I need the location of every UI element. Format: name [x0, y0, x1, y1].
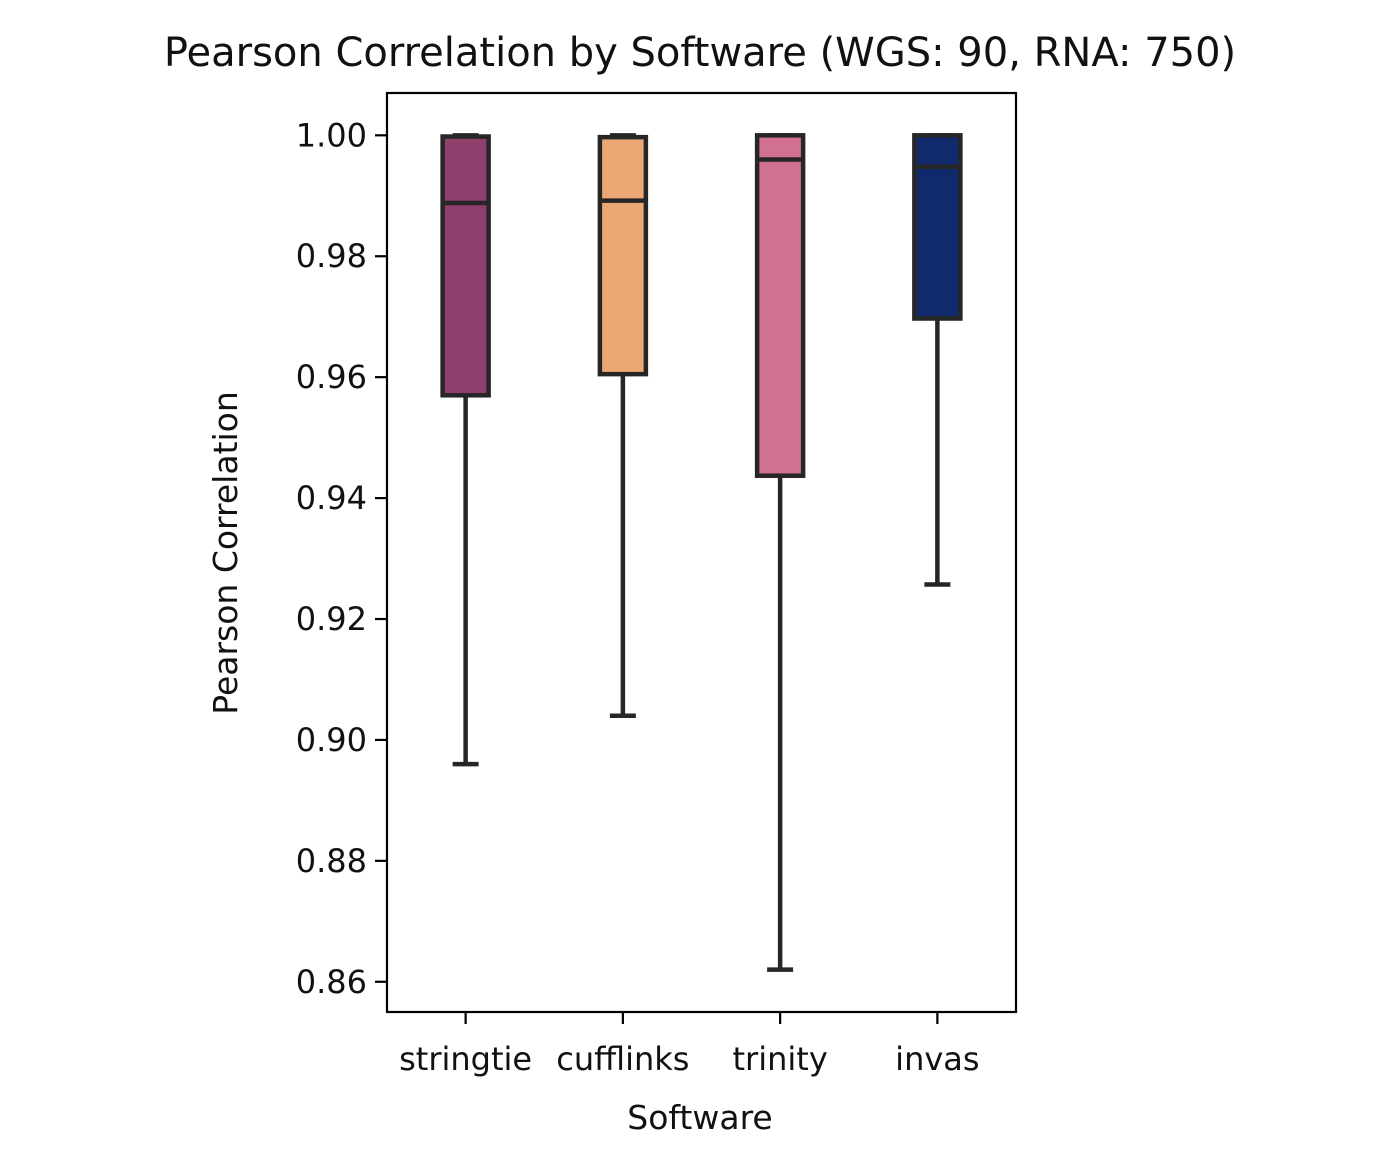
y-tick-label: 0.90 — [296, 721, 367, 759]
plot-frame — [385, 91, 1018, 1014]
x-axis-label: Software — [627, 1098, 772, 1137]
x-tick-label: trinity — [733, 1040, 828, 1078]
y-axis-label: Pearson Correlation — [206, 391, 245, 715]
y-tick-label: 0.96 — [296, 358, 367, 396]
box-invas — [912, 133, 963, 321]
box-stringtie — [440, 134, 491, 398]
x-tick-label: invas — [895, 1040, 979, 1078]
box-cufflinks — [597, 134, 649, 377]
y-tick-label: 0.94 — [296, 479, 367, 517]
y-tick-label: 0.98 — [296, 237, 367, 275]
box-trinity — [754, 133, 806, 478]
chart-title: Pearson Correlation by Software (WGS: 90… — [164, 30, 1236, 76]
y-tick-label: 0.86 — [296, 963, 367, 1001]
y-tick-label: 1.00 — [296, 116, 367, 154]
x-tick-label: cufflinks — [556, 1040, 689, 1078]
plot-area: 0.86 0.88 0.90 0.92 0.94 0.96 0.98 1.00 stringti… — [296, 91, 1018, 1078]
y-tick-label: 0.92 — [296, 600, 367, 638]
x-tick-label: stringtie — [399, 1040, 532, 1078]
y-tick-label: 0.88 — [296, 842, 367, 880]
